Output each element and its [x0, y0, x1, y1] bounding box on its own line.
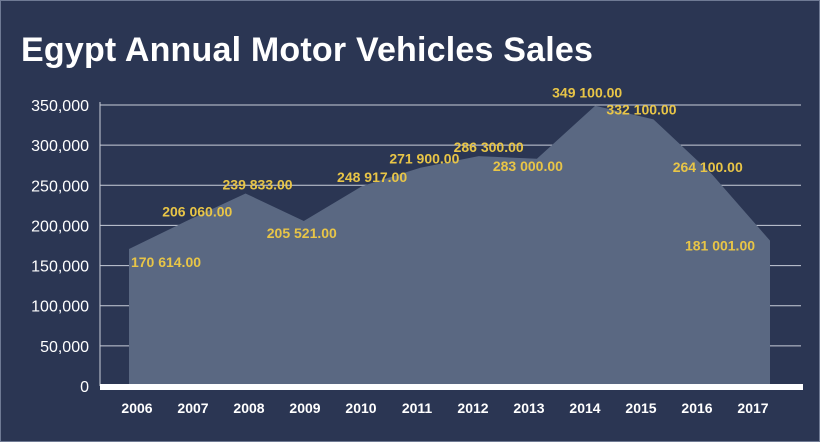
- x-axis-line: [100, 384, 803, 390]
- y-tick-label: 150,000: [31, 259, 89, 276]
- data-label: 181 001.00: [685, 238, 755, 254]
- y-tick-label: 350,000: [31, 98, 89, 115]
- data-label: 283 000.00: [493, 158, 563, 174]
- data-label: 248 917.00: [337, 169, 407, 185]
- data-label: 349 100.00: [552, 85, 622, 101]
- x-tick-label: 2007: [177, 400, 208, 416]
- x-tick-label: 2015: [625, 400, 656, 416]
- data-label: 239 833.00: [223, 176, 293, 192]
- y-tick-label: 250,000: [31, 178, 89, 195]
- data-label: 170 614.00: [131, 254, 201, 270]
- data-label: 286 300.00: [454, 139, 524, 155]
- x-tick-label: 2009: [289, 400, 320, 416]
- y-tick-label: 50,000: [40, 339, 89, 356]
- x-tick-label: 2017: [737, 400, 768, 416]
- data-label: 264 100.00: [673, 159, 743, 175]
- y-tick-label: 300,000: [31, 138, 89, 155]
- data-label: 271 900.00: [389, 151, 459, 167]
- x-tick-label: 2012: [457, 400, 488, 416]
- y-tick-label: 200,000: [31, 218, 89, 235]
- x-tick-label: 2014: [569, 400, 600, 416]
- x-tick-label: 2016: [681, 400, 712, 416]
- data-label: 205 521.00: [267, 225, 337, 241]
- x-tick-label: 2010: [345, 400, 376, 416]
- chart-title: Egypt Annual Motor Vehicles Sales: [21, 31, 594, 69]
- y-tick-label: 100,000: [31, 299, 89, 316]
- data-label: 332 100.00: [606, 101, 676, 117]
- x-tick-label: 2013: [513, 400, 544, 416]
- y-tick-label: 0: [80, 379, 89, 396]
- x-tick-label: 2006: [121, 400, 152, 416]
- x-tick-label: 2008: [233, 400, 264, 416]
- x-tick-label: 2011: [402, 400, 433, 416]
- data-label: 206 060.00: [162, 204, 232, 220]
- area-series: [129, 105, 770, 387]
